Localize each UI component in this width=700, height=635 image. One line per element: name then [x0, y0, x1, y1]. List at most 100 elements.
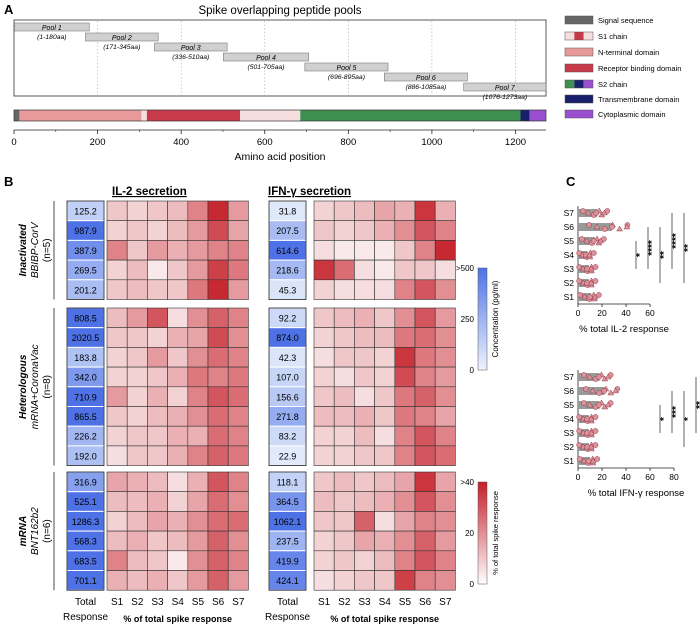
heatmap-cell	[434, 220, 456, 241]
pool-bar	[14, 22, 90, 32]
heatmap-cell	[354, 445, 375, 466]
total-value: 614.6	[276, 246, 299, 256]
pool-name: Pool 6	[416, 75, 436, 82]
heatmap-cell	[434, 279, 456, 300]
heatmap-cell	[227, 347, 249, 368]
pool-name: Pool 3	[181, 45, 201, 52]
heatmap-cell	[106, 445, 128, 466]
c-data-point	[576, 442, 583, 448]
heatmap-cell	[394, 511, 416, 532]
column-label: S1	[111, 597, 124, 608]
heatmap-cell	[354, 570, 375, 591]
column-label: S2	[131, 597, 144, 608]
heatmap-cell	[414, 279, 436, 300]
column-label: S5	[192, 597, 205, 608]
c-row-label: S5	[564, 400, 575, 410]
heatmap-cell	[414, 550, 436, 571]
total-value: 683.5	[74, 556, 97, 566]
ifn-title: IFN-γ secretion	[268, 186, 351, 198]
total-value: 568.3	[74, 537, 97, 547]
heatmap-cell	[394, 386, 416, 407]
heatmap-cell	[167, 471, 189, 493]
c-row-label: S2	[564, 442, 575, 452]
heatmap-cell	[333, 406, 355, 427]
heatmap-cell	[106, 327, 128, 348]
panel-c: 0 20 40 60 % total IL-2 response S7 S6 S5 S4 S3 S2…	[564, 206, 700, 499]
c-row-label: S3	[564, 264, 575, 274]
c-x-tick-label: 60	[645, 472, 655, 482]
heatmap-cell	[394, 406, 416, 427]
legend-swatch	[565, 64, 593, 72]
total-value: 701.1	[74, 576, 97, 586]
legend-swatch-frame	[564, 63, 594, 73]
heatmap-cell	[106, 550, 128, 571]
heatmap-cell	[227, 491, 249, 512]
heatmap-cell	[394, 530, 416, 552]
percent-tick: 0	[470, 580, 475, 589]
total-value: 710.9	[74, 392, 97, 402]
heatmap-cell	[434, 200, 456, 222]
c-data-point	[594, 456, 601, 462]
heatmap-cell	[227, 406, 249, 427]
pool-range: (501-705aa)	[247, 64, 284, 71]
c-data-point	[586, 222, 592, 228]
heatmap-cell	[434, 550, 456, 571]
total-column-frame	[66, 307, 105, 467]
total-value: 271.8	[276, 412, 299, 422]
legend-swatch	[565, 32, 575, 40]
c-row-label: S3	[564, 428, 575, 438]
heatmap-cell	[313, 200, 335, 222]
total-value: 156.6	[276, 392, 299, 402]
heatmap-cell	[207, 347, 229, 368]
heatmap-cell	[167, 347, 189, 368]
group-label-line: mRNA+CoronaVac	[30, 344, 41, 429]
heatmap-cell	[414, 530, 436, 552]
heatmap-cell	[414, 327, 436, 348]
legend-swatch	[565, 80, 575, 88]
heatmap-cell	[106, 279, 128, 300]
heatmap-cell	[167, 445, 189, 466]
heatmap-cell	[414, 491, 436, 512]
group-label-line: BBIBP-CorV	[30, 221, 41, 278]
c-data-point	[593, 210, 600, 216]
panel-a-xlabel: Amino acid position	[234, 151, 325, 163]
heatmap-cell	[147, 570, 168, 591]
heatmap-cell	[207, 511, 229, 532]
a-x-tick-label: 400	[173, 137, 189, 148]
domain-segment	[19, 110, 142, 121]
heatmap-cell	[106, 240, 128, 261]
total-value: 45.3	[279, 285, 297, 295]
heatmap-cell	[354, 240, 375, 261]
heatmap-cell	[126, 471, 148, 493]
sig-stars: ****	[647, 240, 658, 256]
heatmap-cell	[207, 200, 229, 222]
heatmap-cell	[126, 279, 148, 300]
c-data-point	[591, 293, 599, 300]
legend-swatch-frame	[564, 79, 594, 89]
heatmap-cell	[394, 220, 416, 241]
sig-stars: *	[635, 253, 646, 257]
column-label: S3	[358, 597, 371, 608]
pool-bar	[223, 52, 309, 62]
heatmap-cell	[106, 220, 128, 241]
heatmap-cell	[313, 259, 335, 281]
heatmap-cell	[374, 240, 396, 261]
domain-segment	[520, 110, 530, 121]
total-column-frame	[268, 200, 307, 300]
group-label-line: (n=6)	[42, 519, 53, 543]
heatmap-cell	[414, 200, 436, 222]
heatmap-cell	[333, 220, 355, 241]
c-data-point	[580, 457, 588, 464]
c-data-point	[576, 264, 583, 270]
heatmap-cell	[414, 425, 436, 447]
heatmap-cell	[333, 511, 355, 532]
concentration-tick: 250	[461, 315, 475, 324]
heatmap-cell	[414, 240, 436, 261]
c-x-tick-label: 80	[669, 472, 679, 482]
heatmap-cell	[227, 366, 249, 388]
total-value: 22.9	[279, 451, 297, 461]
heatmap-cell	[313, 327, 335, 348]
panel-label-c: C	[566, 174, 576, 189]
c-data-point	[576, 414, 583, 420]
total-value: 218.6	[276, 266, 299, 276]
